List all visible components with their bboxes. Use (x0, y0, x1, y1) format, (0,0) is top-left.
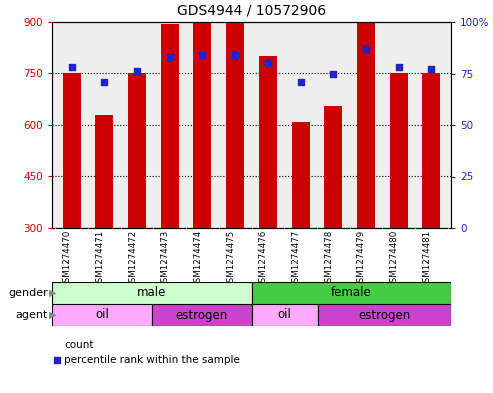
Bar (152, 304, 251, 326)
Bar (52, 304, 152, 326)
Point (199, 52, 207, 58)
Bar (128, 73, 146, 228)
Text: GSM1274477: GSM1274477 (291, 230, 301, 288)
Point (231, 52, 239, 58)
Text: gender: gender (8, 288, 48, 298)
Text: GSM1274476: GSM1274476 (259, 230, 268, 288)
Point (166, 54, 174, 60)
Text: GDS4944 / 10572906: GDS4944 / 10572906 (177, 4, 326, 18)
Text: GSM1274474: GSM1274474 (193, 230, 203, 288)
Text: GSM1274475: GSM1274475 (226, 230, 235, 288)
Text: GSM1274471: GSM1274471 (95, 230, 105, 288)
Text: agent: agent (16, 310, 48, 320)
Bar (226, 18, 244, 228)
Text: GSM1274478: GSM1274478 (324, 230, 333, 288)
Bar (251, 304, 318, 326)
Point (297, 79, 305, 85)
Text: ▶: ▶ (49, 310, 57, 320)
Bar (423, 73, 440, 228)
Bar (95, 115, 113, 228)
Text: GSM1274472: GSM1274472 (128, 230, 137, 288)
Text: oil: oil (278, 309, 292, 321)
Text: GSM1274473: GSM1274473 (161, 230, 170, 288)
Text: female: female (331, 286, 372, 299)
Text: estrogen: estrogen (176, 309, 228, 321)
Point (133, 68, 141, 75)
Text: GSM1274470: GSM1274470 (63, 230, 71, 288)
Bar (193, 5, 211, 228)
Point (89, 321, 97, 327)
Bar (251, 282, 451, 304)
Point (395, 64, 403, 70)
Text: GSM1274481: GSM1274481 (423, 230, 431, 288)
Bar (357, 0, 375, 228)
Text: GSM1274479: GSM1274479 (357, 230, 366, 288)
Text: count: count (64, 340, 94, 350)
Point (264, 60, 272, 66)
Bar (291, 122, 310, 228)
Text: percentile rank within the sample: percentile rank within the sample (64, 355, 240, 365)
Text: ▶: ▶ (49, 288, 57, 298)
Point (427, 66, 435, 73)
Bar (324, 106, 342, 228)
Text: male: male (137, 286, 167, 299)
Text: estrogen: estrogen (358, 309, 411, 321)
Point (68, 64, 75, 70)
Bar (259, 56, 277, 228)
Point (101, 79, 108, 85)
Bar (318, 304, 451, 326)
Text: GSM1274480: GSM1274480 (389, 230, 399, 288)
Bar (52, 282, 251, 304)
Text: oil: oil (95, 309, 109, 321)
Point (362, 46, 370, 52)
Bar (389, 73, 408, 228)
Bar (63, 73, 81, 228)
Bar (161, 24, 179, 228)
Point (329, 70, 337, 77)
